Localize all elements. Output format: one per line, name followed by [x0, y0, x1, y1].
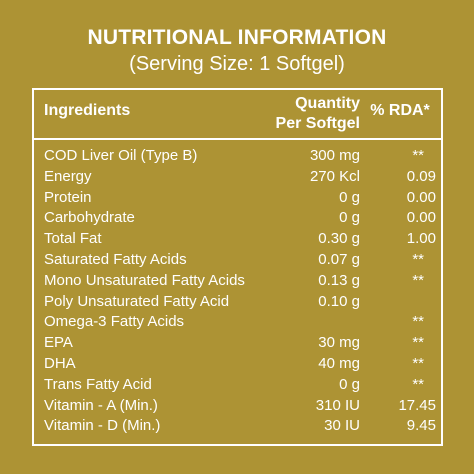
ingredient-name: Trans Fatty Acid: [44, 375, 152, 393]
header-quantity-line1: Quantity: [295, 95, 360, 112]
ingredient-rda: 0.00: [406, 209, 436, 227]
ingredient-quantity: 0 g: [339, 375, 360, 393]
table-row: Carbohydrate 0 g 0.00: [34, 208, 441, 229]
header-quantity-line2: Per Softgel: [275, 115, 360, 132]
table-row: Saturated Fatty Acids 0.07 g **: [34, 250, 441, 271]
ingredient-name: DHA: [44, 354, 76, 372]
header-divider: [34, 138, 441, 140]
ingredient-quantity: 0.30 g: [318, 230, 360, 248]
table-row: Mono Unsaturated Fatty Acids 0.13 g **: [34, 271, 441, 292]
ingredient-rda: **: [412, 271, 424, 289]
ingredient-quantity: 310 IU: [315, 396, 360, 414]
ingredient-rda: **: [412, 250, 424, 268]
ingredient-name: Mono Unsaturated Fatty Acids: [44, 271, 245, 289]
ingredient-quantity: 30 IU: [324, 417, 360, 435]
ingredient-rda: 0.00: [406, 188, 436, 206]
table-row: Total Fat 0.30 g 1.00: [34, 229, 441, 250]
ingredient-rda: **: [412, 334, 424, 352]
header-quantity: Quantity Per Softgel: [260, 94, 360, 134]
table-row: COD Liver Oil (Type B) 300 mg **: [34, 146, 441, 167]
ingredient-name: Saturated Fatty Acids: [44, 250, 187, 268]
subtitle: (Serving Size: 1 Softgel): [129, 53, 345, 75]
table-row: Trans Fatty Acid 0 g **: [34, 375, 441, 396]
nutrition-table: Ingredients Quantity Per Softgel % RDA* …: [32, 88, 443, 446]
ingredient-rda: 1.00: [406, 230, 436, 248]
ingredient-name: EPA: [44, 334, 73, 352]
ingredient-name: Vitamin - A (Min.): [44, 396, 158, 414]
table-row: EPA 30 mg **: [34, 333, 441, 354]
table-row: Omega-3 Fatty Acids **: [34, 312, 441, 333]
ingredient-name: Protein: [44, 188, 92, 206]
ingredient-name: COD Liver Oil (Type B): [44, 147, 198, 164]
header-rda: % RDA*: [370, 102, 430, 119]
ingredient-rda: **: [412, 147, 424, 164]
ingredient-name: Vitamin - D (Min.): [44, 417, 161, 435]
ingredient-name: Poly Unsaturated Fatty Acid: [44, 292, 230, 310]
ingredient-quantity: 0.13 g: [318, 271, 360, 289]
header-ingredients: Ingredients: [44, 102, 131, 119]
ingredient-rda: 0.09: [406, 167, 436, 185]
table-row: Vitamin - D (Min.) 30 IU 9.45: [34, 416, 441, 437]
ingredient-name: Omega-3 Fatty Acids: [44, 313, 185, 331]
ingredient-name: Carbohydrate: [44, 209, 135, 227]
ingredient-quantity: 30 mg: [318, 334, 360, 352]
ingredient-rda: **: [412, 375, 424, 393]
ingredient-quantity: 0 g: [339, 209, 360, 227]
ingredient-quantity: 0.10 g: [318, 292, 360, 310]
ingredient-quantity: 0 g: [339, 188, 360, 206]
ingredient-name: Energy: [44, 167, 92, 185]
ingredient-quantity: 270 Kcl: [309, 167, 360, 185]
ingredient-quantity: 40 mg: [318, 354, 360, 372]
ingredient-rda: 9.45: [406, 417, 436, 435]
ingredient-quantity: 300 mg: [309, 147, 360, 164]
table-row: Vitamin - A (Min.) 310 IU 17.45: [34, 396, 441, 417]
ingredient-rda: 17.45: [398, 396, 436, 414]
table-body: COD Liver Oil (Type B) 300 mg ** Energy 270…: [34, 146, 441, 437]
table-row: Energy 270 Kcl 0.09: [34, 167, 441, 188]
table-row: Protein 0 g 0.00: [34, 188, 441, 209]
ingredient-name: Total Fat: [44, 230, 102, 248]
title: NUTRITIONAL INFORMATION: [87, 26, 387, 49]
ingredient-rda: **: [412, 313, 424, 331]
ingredient-rda: **: [412, 354, 424, 372]
table-row: Poly Unsaturated Fatty Acid 0.10 g: [34, 292, 441, 313]
ingredient-quantity: 0.07 g: [318, 250, 360, 268]
table-row: DHA 40 mg **: [34, 354, 441, 375]
